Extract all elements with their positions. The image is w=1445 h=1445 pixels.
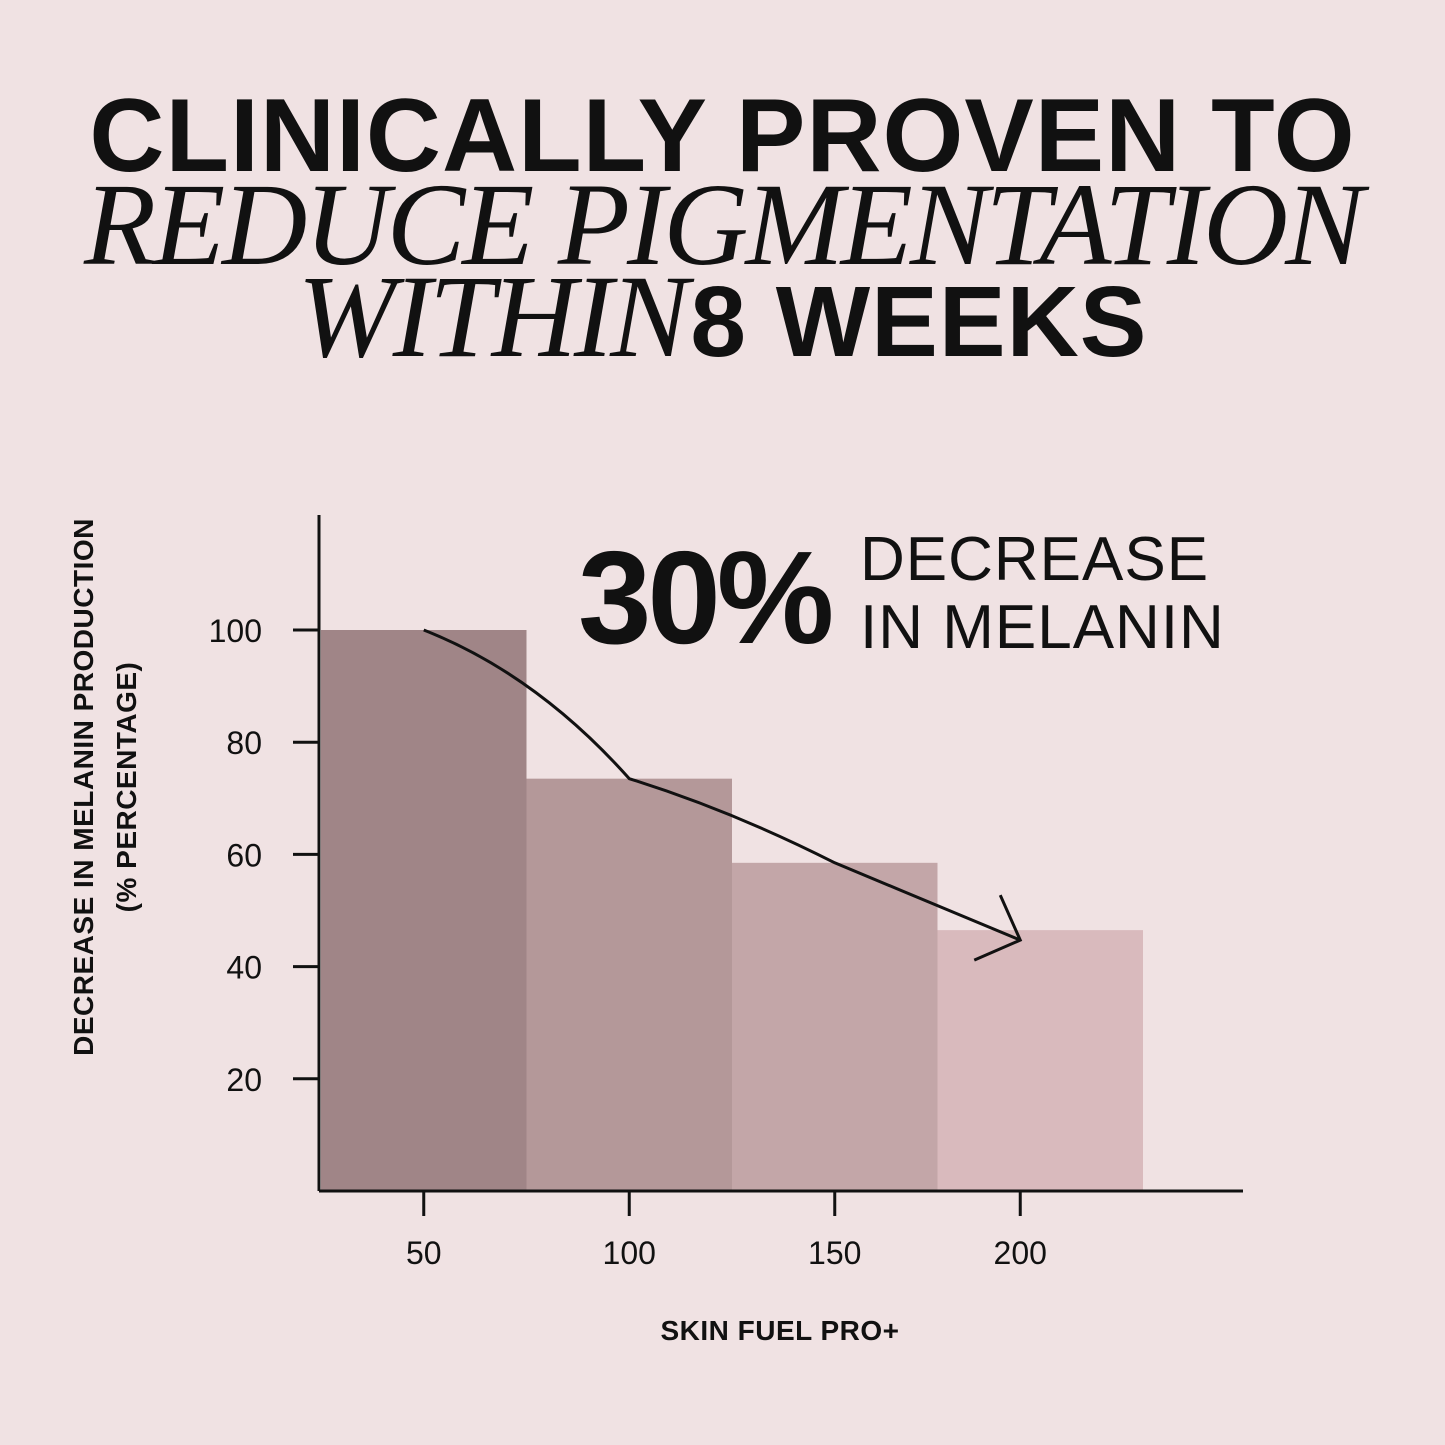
x-tick-label-50: 50 [406,1235,442,1271]
y-tick-label-60: 60 [226,837,262,873]
x-tick-label-100: 100 [603,1235,656,1271]
bar-200 [937,930,1143,1191]
bars-layer [321,630,1143,1191]
annotation-line-2: IN MELANIN [860,593,1225,662]
annotation-line-1: DECREASE [860,525,1209,594]
y-axis-label: DECREASE IN MELANIN PRODUCTION [68,518,99,1056]
headline-line-1: CLINICALLY PROVEN TO [0,76,1445,227]
bar-100 [526,778,732,1191]
x-axis-label: SKIN FUEL PRO+ [660,1315,899,1346]
trend-line [423,628,1021,942]
headline-line-3-bold: 8 WEEKS [690,266,1148,378]
headline-line-2: REDUCE PIGMENTATION [0,160,1445,325]
y-tick-label-20: 20 [226,1062,262,1098]
annotation-value: 30% [578,524,831,671]
headline-line-2-text: REDUCE PIGMENTATION [84,159,1364,290]
headline-line-1-text: CLINICALLY PROVEN TO [89,78,1356,194]
y-tick-label-40: 40 [226,950,262,986]
trend-arrowhead [973,894,1023,962]
axes-layer: 20 40 60 80 100 50 100 150 200 [209,515,1243,1271]
bar-50 [321,630,527,1191]
x-tick-label-200: 200 [994,1235,1047,1271]
trend-layer [423,628,1023,962]
y-tick-label-100: 100 [209,613,262,649]
y-axis-sublabel: (% PERCENTAGE) [111,662,142,913]
x-tick-label-150: 150 [808,1235,861,1271]
bar-150 [732,862,938,1191]
headline-line-3-italic: WITHIN [297,251,689,382]
y-tick-label-80: 80 [226,725,262,761]
headline-line-3: WITHIN 8 WEEKS [0,252,1445,417]
